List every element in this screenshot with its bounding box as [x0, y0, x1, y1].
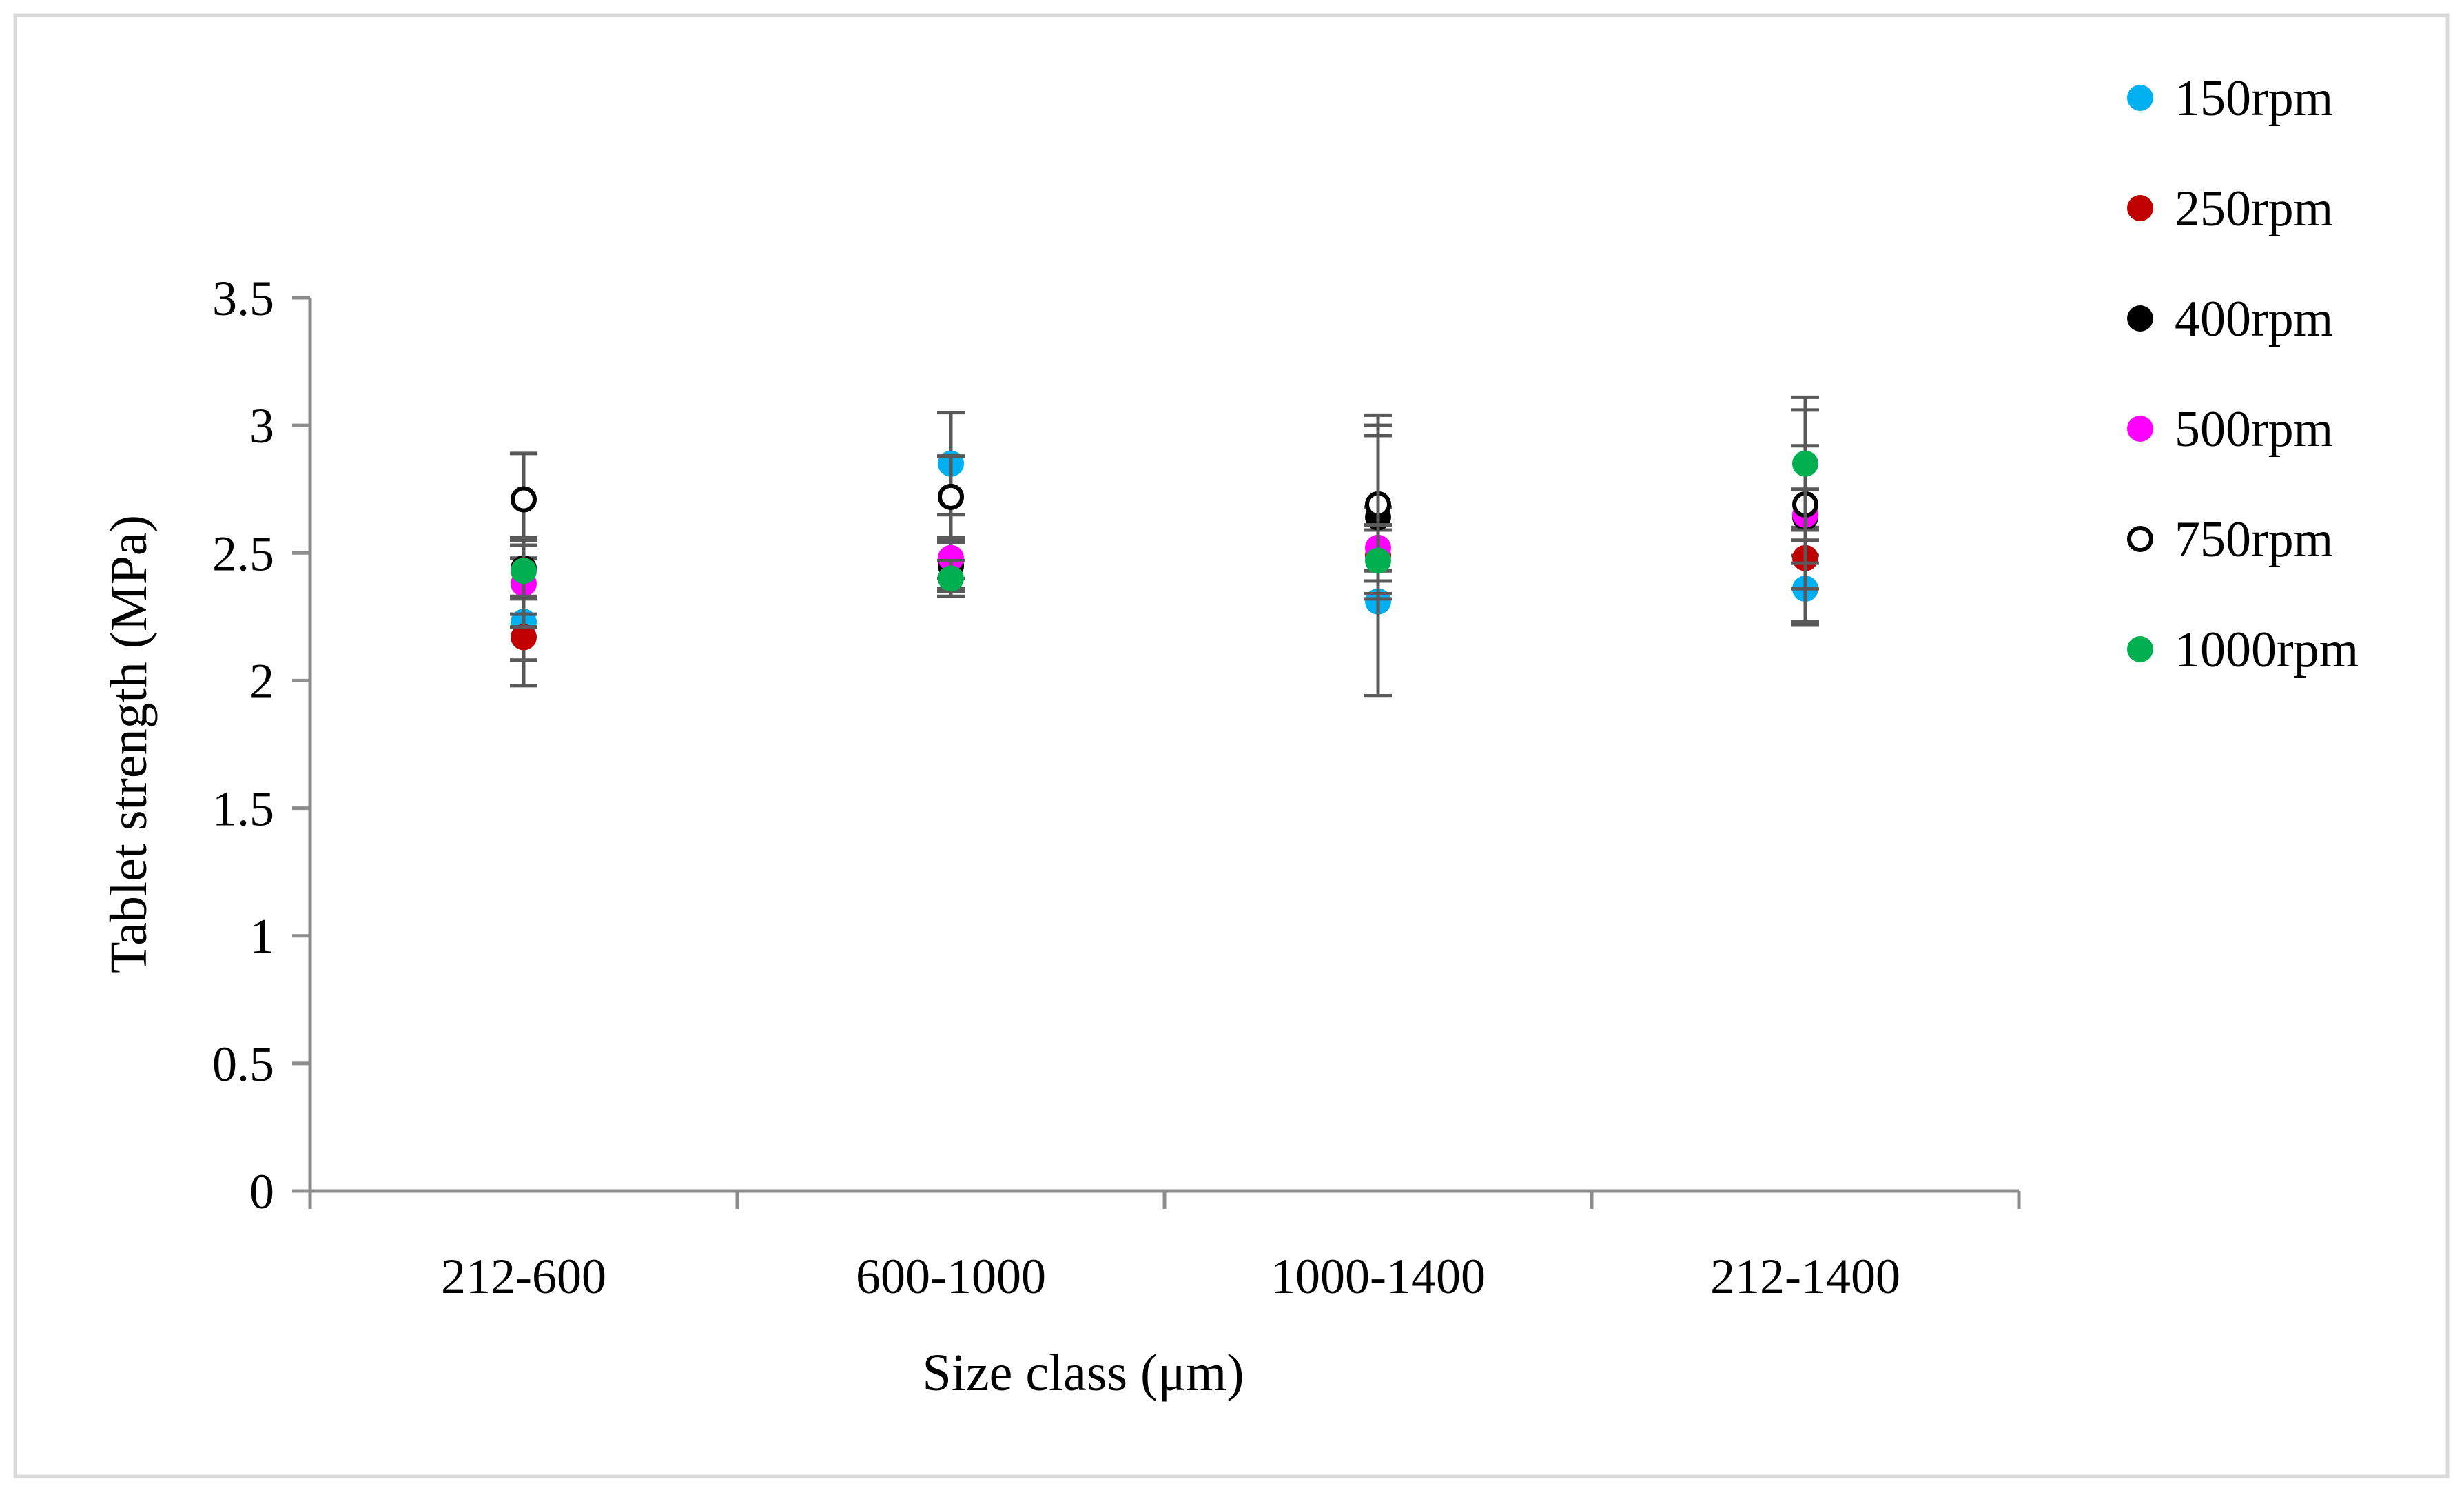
legend-marker — [2127, 526, 2153, 552]
x-axis: 212-600 600-1000 1000-1400 212-1400 — [308, 1189, 2021, 1304]
y-tick-label: 3.5 — [212, 271, 274, 326]
legend: 150rpm 250rpm 400rpm 500rpm 750rpm 1000rpm — [2127, 70, 2359, 678]
legend-item: 400rpm — [2127, 291, 2333, 347]
legend-label: 400rpm — [2175, 291, 2333, 347]
x-tick-label: 212-600 — [441, 1249, 606, 1304]
x-tick-label: 1000-1400 — [1271, 1249, 1486, 1304]
data-point — [511, 486, 537, 513]
x-axis-title: Size class (μm) — [922, 1344, 1244, 1402]
legend-marker — [2127, 416, 2153, 442]
legend-marker — [2127, 636, 2153, 662]
data-point — [938, 544, 964, 571]
legend-label: 250rpm — [2175, 181, 2333, 237]
y-tick-label: 3 — [249, 398, 274, 454]
chart-border — [13, 13, 2450, 1478]
legend-item: 500rpm — [2127, 401, 2333, 458]
legend-item: 150rpm — [2127, 70, 2333, 127]
data-point — [938, 565, 964, 592]
y-tick-label: 2 — [249, 653, 274, 709]
y-axis-title: Tablet strength (MPa) — [100, 515, 158, 974]
legend-label: 750rpm — [2175, 511, 2333, 568]
legend-item: 250rpm — [2127, 181, 2333, 237]
y-tick-label: 2.5 — [212, 526, 274, 581]
y-tick-label: 0 — [249, 1164, 274, 1219]
legend-label: 1000rpm — [2175, 622, 2359, 678]
legend-label: 500rpm — [2175, 401, 2333, 458]
data-point — [938, 483, 964, 510]
data-point — [1792, 450, 1818, 477]
legend-marker — [2127, 195, 2153, 221]
legend-label: 150rpm — [2175, 70, 2333, 127]
y-axis: 0 0.5 1 1.5 2 2.5 3 3.5 — [212, 271, 312, 1219]
legend-marker — [2127, 305, 2153, 332]
data-point — [511, 624, 537, 651]
plot-series — [510, 395, 1819, 698]
legend-item: 750rpm — [2127, 511, 2333, 568]
y-tick-label: 0.5 — [212, 1037, 274, 1092]
data-point — [1365, 547, 1391, 574]
series-1000rpm — [510, 395, 1819, 698]
x-tick-label: 212-1400 — [1710, 1249, 1900, 1304]
legend-item: 1000rpm — [2127, 622, 2359, 678]
y-tick-label: 1.5 — [212, 782, 274, 837]
legend-marker — [2127, 85, 2153, 111]
data-point — [511, 558, 537, 584]
x-tick-label: 600-1000 — [856, 1249, 1046, 1304]
y-tick-label: 1 — [249, 909, 274, 964]
